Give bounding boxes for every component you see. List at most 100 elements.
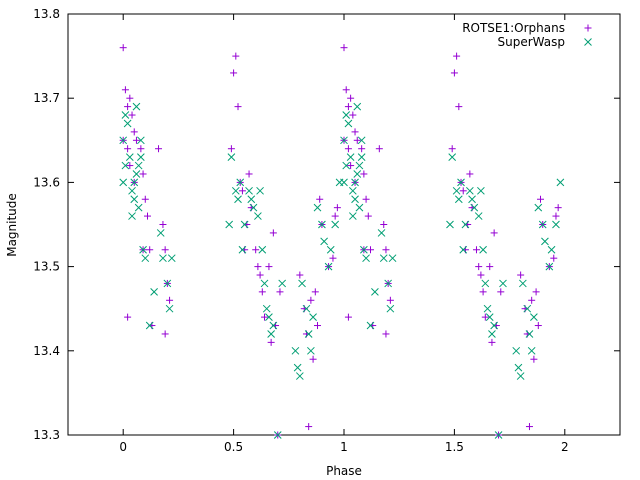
superwasp-point <box>302 304 311 313</box>
rotse-point <box>353 136 361 144</box>
superwasp-point <box>357 153 366 161</box>
superwasp-point <box>318 220 326 229</box>
superwasp-point <box>254 212 262 220</box>
superwasp-point <box>265 313 273 321</box>
superwasp-point <box>130 178 139 187</box>
rotse-point <box>497 288 505 296</box>
superwasp-point <box>454 195 463 204</box>
rotse-point <box>550 254 558 262</box>
superwasp-point <box>267 330 275 338</box>
superwasp-point <box>494 431 503 439</box>
rotse-point <box>459 187 467 195</box>
superwasp-point <box>541 237 549 246</box>
y-tick-label: 13.5 <box>33 260 60 274</box>
superwasp-point <box>128 212 136 220</box>
rotse-point <box>121 86 129 94</box>
superwasp-point <box>234 195 242 204</box>
superwasp-point <box>488 330 496 338</box>
superwasp-point <box>483 304 492 313</box>
superwasp-point <box>249 203 258 212</box>
rotse-point <box>269 229 277 237</box>
rotse-point <box>234 103 242 111</box>
rotse-point <box>333 204 341 212</box>
rotse-point <box>375 145 383 153</box>
superwasp-point <box>156 229 165 237</box>
superwasp-point <box>457 178 465 187</box>
rotse-point <box>340 44 348 52</box>
superwasp-point <box>547 245 556 254</box>
rotse-point <box>528 296 536 304</box>
rotse-point <box>128 111 136 119</box>
superwasp-point <box>324 262 333 271</box>
superwasp-point <box>534 203 543 212</box>
rotse-point <box>309 355 317 363</box>
rotse-point <box>331 212 339 220</box>
rotse-point <box>256 271 264 279</box>
superwasp-point <box>377 229 386 237</box>
superwasp-point <box>247 195 256 204</box>
superwasp-point <box>355 161 364 170</box>
rotse-point <box>137 145 145 153</box>
superwasp-point <box>320 237 328 246</box>
superwasp-point <box>295 372 304 380</box>
superwasp-point <box>245 186 253 195</box>
rotse-point <box>258 288 266 296</box>
superwasp-point <box>360 245 368 254</box>
superwasp-point <box>238 245 247 254</box>
superwasp-point <box>119 178 128 187</box>
superwasp-point <box>258 245 267 254</box>
rotse-point <box>230 69 238 77</box>
rotse-point <box>344 145 352 153</box>
superwasp-point <box>348 212 357 220</box>
rotse-point <box>124 145 132 153</box>
rotse-point <box>254 263 262 271</box>
rotse-point <box>238 187 246 195</box>
rotse-point <box>126 94 134 102</box>
superwasp-point <box>448 153 457 161</box>
rotse-point <box>132 136 140 144</box>
superwasp-point <box>474 212 483 220</box>
rotse-point <box>486 263 494 271</box>
rotse-point <box>358 145 366 153</box>
legend-marker-superwasp <box>584 38 592 46</box>
superwasp-point <box>351 195 359 204</box>
rotse-point <box>554 204 562 212</box>
superwasp-point <box>366 321 375 330</box>
rotse-point <box>161 246 169 254</box>
superwasp-point <box>134 203 143 212</box>
legend-label-superwasp: SuperWasp <box>498 35 565 49</box>
superwasp-point <box>362 254 370 263</box>
rotse-point <box>159 221 167 228</box>
tick-layer: 0 0.5 1 1.5 2 13.3 13.4 13.5 13.6 13.7 13.8 <box>33 7 620 454</box>
rotse-point <box>342 86 350 94</box>
rotse-point <box>349 111 357 119</box>
rotse-point <box>472 246 480 254</box>
superwasp-point <box>514 363 523 372</box>
superwasp-point <box>269 321 278 330</box>
superwasp-point <box>353 102 362 111</box>
superwasp-point <box>446 220 454 229</box>
rotse-point <box>490 229 498 237</box>
superwasp-point <box>309 313 317 321</box>
superwasp-point <box>459 245 468 254</box>
superwasp-point <box>137 153 145 161</box>
rotse-point <box>382 330 390 338</box>
superwasp-point <box>121 111 130 119</box>
superwasp-point <box>165 304 174 313</box>
rotse-point <box>532 288 540 296</box>
superwasp-point <box>512 346 521 355</box>
superwasp-point <box>260 279 269 288</box>
rotse-point <box>261 313 269 321</box>
superwasp-point <box>132 102 141 111</box>
superwasp-point <box>273 431 282 439</box>
rotse-point <box>139 170 147 178</box>
superwasp-point <box>236 178 245 187</box>
rotse-point <box>344 103 352 111</box>
rotse-point <box>130 128 138 136</box>
rotse-point <box>276 288 284 296</box>
superwasp-point <box>298 279 306 288</box>
rotse-point <box>296 271 304 279</box>
superwasp-point <box>291 346 300 355</box>
superwasp-point <box>163 279 172 288</box>
